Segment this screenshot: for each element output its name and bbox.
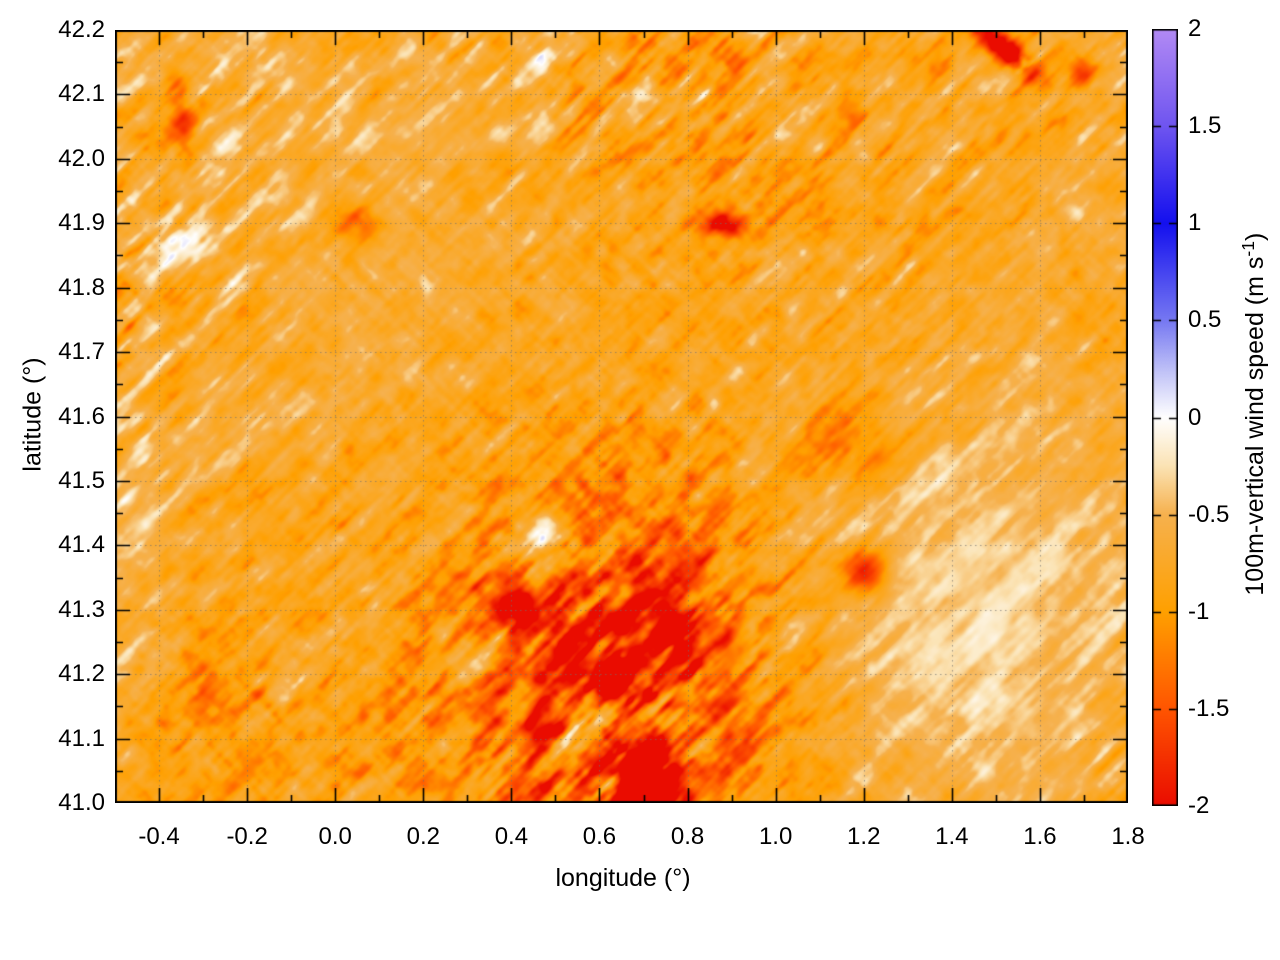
x-tick-label: 1.8	[1111, 823, 1145, 850]
colorbar-tick-label: -2	[1188, 792, 1210, 819]
x-tick-label: 0.2	[406, 823, 440, 850]
colorbar-tick-label: -1	[1188, 597, 1210, 625]
colorbar-title-text: 100m-vertical wind speed (m s	[1241, 256, 1270, 596]
y-tick-label: 41.8	[58, 273, 105, 301]
colorbar-tick-label: 0	[1188, 403, 1202, 431]
colorbar-canvas	[1152, 29, 1178, 806]
y-tick-label: 41.7	[58, 338, 105, 366]
x-tick-label: 0.0	[318, 823, 352, 850]
x-tick-label: 1.0	[758, 823, 793, 850]
y-tick-label: 41.5	[58, 466, 105, 494]
y-tick-label: 41.3	[58, 595, 105, 623]
y-tick-label: 41.4	[58, 531, 105, 559]
colorbar-tick-label: 0.5	[1188, 306, 1222, 334]
x-axis-title: longitude (°)	[555, 864, 691, 892]
heatmap-canvas	[115, 30, 1128, 803]
colorbar-tick-label: -1.5	[1188, 694, 1230, 722]
y-tick-label: 42.1	[58, 80, 105, 108]
y-tick-label: 41.0	[58, 789, 105, 816]
colorbar-title: 100m-vertical wind speed (m s-1)	[1238, 0, 1270, 864]
y-tick-label: 41.1	[58, 724, 105, 752]
colorbar-tick-label: -0.5	[1188, 500, 1230, 528]
colorbar-tick-label: 1.5	[1188, 112, 1222, 140]
x-tick-label: 1.6	[1023, 823, 1057, 850]
y-tick-label: 41.6	[58, 402, 105, 430]
colorbar-tick-label: 1	[1188, 209, 1202, 237]
x-tick-label: 0.6	[582, 823, 617, 850]
x-tick-label: 1.4	[935, 823, 969, 850]
colorbar-title-superscript: -1	[1237, 241, 1258, 257]
x-tick-label: -0.4	[138, 823, 180, 850]
y-tick-label: 42.2	[58, 16, 105, 43]
x-tick-label: 0.8	[670, 823, 705, 850]
colorbar-tick-label: 2	[1188, 15, 1202, 42]
x-tick-label: 1.2	[847, 823, 881, 850]
y-tick-label: 41.9	[58, 209, 105, 237]
y-tick-label: 41.2	[58, 660, 105, 688]
x-tick-label: -0.2	[226, 823, 268, 850]
y-axis-title: latitude (°)	[18, 357, 47, 472]
x-tick-label: 0.4	[494, 823, 529, 850]
colorbar-title-close: )	[1241, 232, 1270, 242]
y-tick-label: 42.0	[58, 144, 105, 172]
